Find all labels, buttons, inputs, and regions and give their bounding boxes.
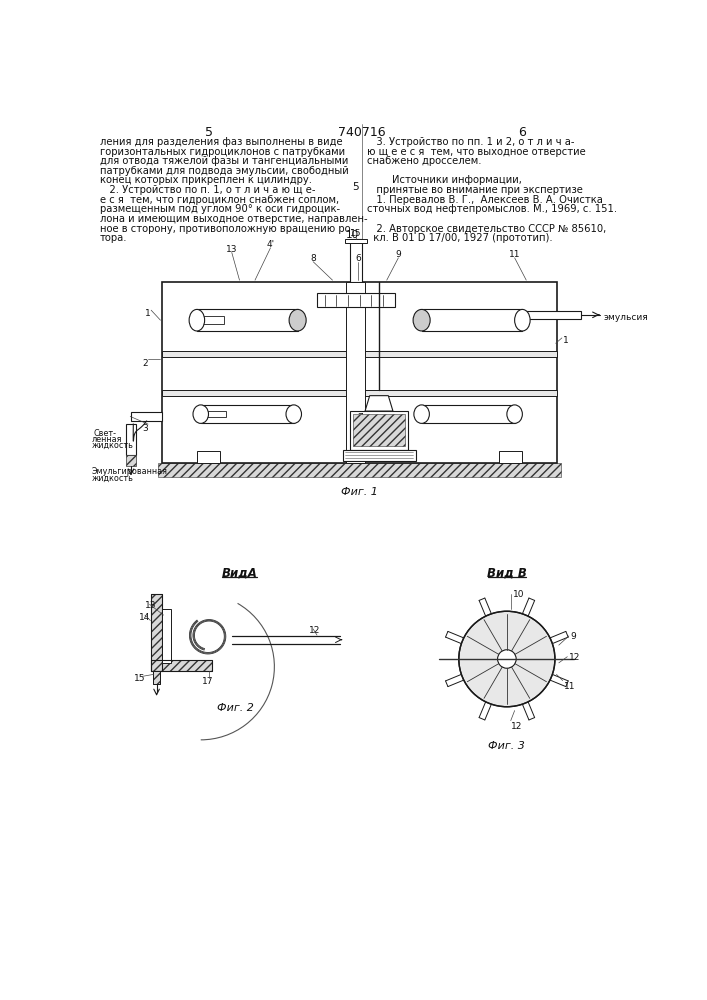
Text: 12: 12 — [309, 626, 321, 635]
Bar — [162, 351, 557, 357]
Text: Источники информации,: Источники информации, — [368, 175, 522, 185]
Text: принятые во внимание при экспертизе: принятые во внимание при экспертизе — [368, 185, 583, 195]
Bar — [201, 405, 293, 423]
Ellipse shape — [413, 309, 430, 331]
Bar — [151, 660, 212, 671]
Ellipse shape — [189, 309, 204, 331]
Text: 8: 8 — [310, 254, 316, 263]
Bar — [127, 424, 136, 455]
Text: 5: 5 — [204, 126, 213, 139]
Text: Фиг. 1: Фиг. 1 — [341, 487, 378, 497]
Text: тора.: тора. — [100, 233, 127, 243]
Bar — [162, 389, 557, 396]
Bar — [151, 594, 162, 671]
Ellipse shape — [286, 405, 301, 423]
Text: 1: 1 — [563, 336, 569, 345]
Text: ления для разделения фаз выполнены в виде: ления для разделения фаз выполнены в вид… — [100, 137, 343, 147]
Ellipse shape — [515, 309, 530, 331]
Text: сточных вод нефтепромыслов. М., 1969, с. 151.: сточных вод нефтепромыслов. М., 1969, с.… — [368, 204, 617, 214]
Bar — [153, 671, 160, 684]
Text: патрубками для подвода эмульсии, свободный: патрубками для подвода эмульсии, свободн… — [100, 166, 349, 176]
Text: 7: 7 — [357, 413, 363, 422]
Text: 1: 1 — [145, 309, 151, 318]
Bar — [421, 309, 522, 331]
Text: 2. Авторское свидетельство СССР № 85610,: 2. Авторское свидетельство СССР № 85610, — [368, 224, 607, 234]
Text: для отвода тяжелой фазы и тангенциальными: для отвода тяжелой фазы и тангенциальным… — [100, 156, 349, 166]
Text: 13: 13 — [226, 245, 238, 254]
Bar — [522, 311, 580, 319]
Text: 10: 10 — [346, 230, 359, 240]
Bar — [317, 293, 395, 307]
Bar — [349, 239, 362, 282]
Ellipse shape — [289, 309, 306, 331]
Text: 15: 15 — [134, 674, 146, 683]
Text: 10: 10 — [513, 590, 525, 599]
Text: 15: 15 — [350, 229, 361, 238]
Text: 12: 12 — [569, 653, 580, 662]
Text: 6: 6 — [355, 254, 361, 263]
Text: ю щ е е с я  тем, что выходное отверстие: ю щ е е с я тем, что выходное отверстие — [368, 147, 586, 157]
Text: лона и имеющим выходное отверстие, направлен-: лона и имеющим выходное отверстие, напра… — [100, 214, 368, 224]
Text: 11: 11 — [564, 682, 575, 691]
Circle shape — [459, 611, 555, 707]
Text: 13: 13 — [145, 601, 156, 610]
Text: Фиг. 2: Фиг. 2 — [217, 703, 254, 713]
Text: конец которых прикреплен к цилиндру.: конец которых прикреплен к цилиндру. — [100, 175, 312, 185]
Bar — [354, 414, 405, 446]
Bar — [346, 282, 365, 463]
Text: 9: 9 — [395, 250, 402, 259]
Text: горизонтальных гидроциклонов с патрубками: горизонтальных гидроциклонов с патрубкам… — [100, 147, 345, 157]
Bar — [197, 451, 220, 463]
Text: 5: 5 — [352, 182, 359, 192]
Text: 12: 12 — [510, 722, 522, 731]
Text: снабжено дросселем.: снабжено дросселем. — [368, 156, 482, 166]
Bar — [127, 455, 136, 466]
Polygon shape — [365, 396, 393, 411]
Text: размещенным под углом 90° к оси гидроцик-: размещенным под углом 90° к оси гидроцик… — [100, 204, 340, 214]
Text: кл. В 01 D 17/00, 1927 (прототип).: кл. В 01 D 17/00, 1927 (прототип). — [368, 233, 553, 243]
Ellipse shape — [193, 405, 209, 423]
Text: 740716: 740716 — [338, 126, 386, 139]
Text: эмульсия: эмульсия — [604, 312, 648, 322]
Bar — [343, 450, 416, 461]
Bar — [162, 609, 171, 663]
Bar — [421, 405, 515, 423]
Text: 6: 6 — [518, 126, 526, 139]
Ellipse shape — [507, 405, 522, 423]
Bar — [499, 451, 522, 463]
Bar — [153, 671, 160, 684]
Text: 3. Устройство по пп. 1 и 2, о т л и ч а-: 3. Устройство по пп. 1 и 2, о т л и ч а- — [368, 137, 575, 147]
Text: е с я  тем, что гидроциклон снабжен соплом,: е с я тем, что гидроциклон снабжен сопло… — [100, 195, 339, 205]
Text: 3: 3 — [142, 424, 148, 433]
Text: Эмульгированная: Эмульгированная — [91, 466, 168, 476]
Text: Фиг. 3: Фиг. 3 — [489, 741, 525, 751]
Bar — [201, 316, 224, 324]
Text: 9: 9 — [571, 632, 576, 641]
Text: жидкость: жидкость — [91, 473, 134, 482]
Text: Свет-: Свет- — [93, 429, 116, 438]
Text: ное в сторону, противоположную вращению ро-: ное в сторону, противоположную вращению … — [100, 224, 354, 234]
Bar — [197, 309, 298, 331]
Text: ВидА: ВидА — [221, 567, 257, 580]
Text: жидкость: жидкость — [91, 441, 134, 450]
Bar — [151, 594, 162, 671]
Text: 1. Перевалов В. Г.,  Алексеев В. А. Очистка: 1. Перевалов В. Г., Алексеев В. А. Очист… — [368, 195, 603, 205]
Bar — [351, 411, 409, 450]
Bar — [345, 239, 367, 243]
Bar — [131, 412, 162, 421]
Bar — [207, 411, 226, 417]
Text: 17: 17 — [202, 677, 214, 686]
Bar — [158, 463, 561, 477]
Text: ленная: ленная — [91, 435, 122, 444]
Text: 4': 4' — [267, 240, 274, 249]
Text: 2: 2 — [142, 359, 148, 368]
Text: 11: 11 — [509, 250, 520, 259]
Bar — [162, 282, 557, 463]
Text: 2. Устройство по п. 1, о т л и ч а ю щ е-: 2. Устройство по п. 1, о т л и ч а ю щ е… — [100, 185, 315, 195]
Bar — [151, 660, 212, 671]
Text: Вид В: Вид В — [487, 567, 527, 580]
Ellipse shape — [414, 405, 429, 423]
Circle shape — [498, 650, 516, 668]
Text: 14: 14 — [139, 613, 150, 622]
